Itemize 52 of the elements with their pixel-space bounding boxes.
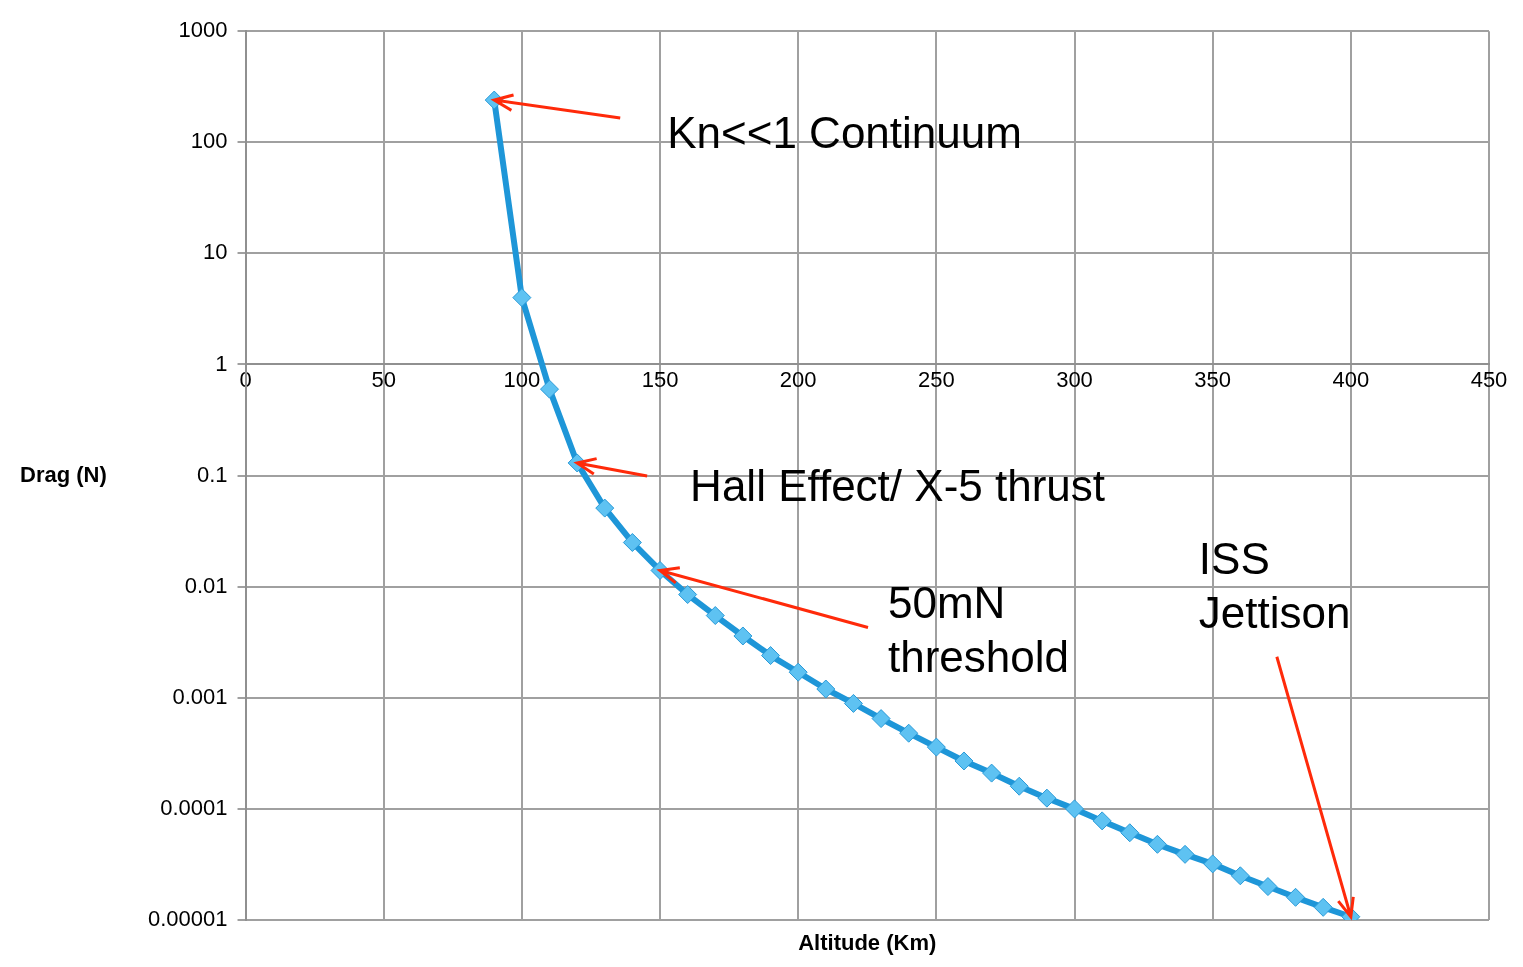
- point: [1258, 877, 1278, 897]
- y-tick-label: 0.00001: [147, 906, 228, 932]
- point: [733, 626, 753, 646]
- y-tick-label: 0.001: [172, 683, 228, 709]
- x-tick-label: 100: [503, 366, 541, 392]
- y-tick-label: 0.1: [196, 461, 228, 487]
- y-tick-label: 0.0001: [160, 794, 228, 820]
- point: [678, 585, 698, 605]
- point: [1313, 897, 1333, 917]
- x-tick-label: 400: [1332, 366, 1370, 392]
- point: [595, 498, 615, 518]
- y-tick-label: 1000: [178, 17, 228, 43]
- y-tick-label: 1: [215, 350, 228, 376]
- annotation: ISS Jettison: [1198, 533, 1351, 637]
- x-tick-label: 350: [1194, 366, 1232, 392]
- annotation: 50mN threshold: [888, 578, 1070, 682]
- y-tick-label: 0.01: [184, 572, 228, 598]
- point: [954, 751, 974, 771]
- point: [982, 763, 1002, 783]
- point: [926, 737, 946, 757]
- x-tick-label: 50: [371, 366, 396, 392]
- x-tick-label: 450: [1470, 366, 1508, 392]
- point: [1065, 799, 1085, 819]
- point: [705, 606, 725, 626]
- annotation: Kn<<1 Continuum: [667, 108, 1022, 158]
- x-tick-label: 200: [779, 366, 817, 392]
- point: [1147, 834, 1167, 854]
- point: [788, 662, 808, 682]
- point: [761, 646, 781, 666]
- y-tick-label: 10: [203, 239, 228, 265]
- point: [1009, 776, 1029, 796]
- y-tick-label: 100: [190, 128, 228, 154]
- point: [843, 693, 863, 713]
- x-tick-label: 300: [1056, 366, 1093, 392]
- annotation: Hall Effect/ X-5 thrust: [690, 460, 1106, 510]
- point: [1175, 844, 1195, 864]
- point: [1037, 788, 1057, 808]
- point: [539, 379, 559, 399]
- y-axis-title: Drag (N): [20, 461, 107, 487]
- point: [1286, 887, 1306, 907]
- point: [1230, 866, 1250, 886]
- x-tick-label: 150: [641, 366, 679, 392]
- point: [816, 679, 836, 699]
- point: [622, 532, 642, 552]
- point: [899, 723, 919, 743]
- point: [1120, 823, 1140, 843]
- point: [1092, 811, 1112, 831]
- point: [1203, 854, 1223, 874]
- point: [512, 288, 532, 308]
- point: [871, 709, 891, 729]
- x-axis-title: Altitude (Km): [798, 930, 937, 955]
- x-tick-label: 250: [917, 366, 955, 392]
